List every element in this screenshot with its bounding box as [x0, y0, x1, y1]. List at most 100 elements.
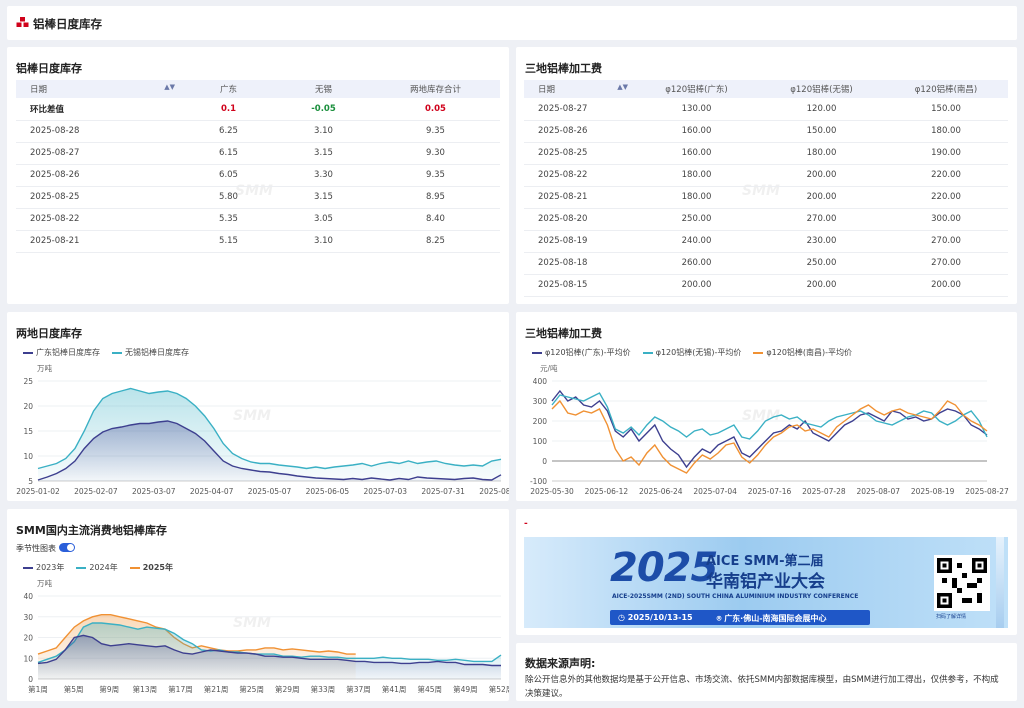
cell-date: 2025-08-27: [16, 142, 181, 165]
column-header-total[interactable]: 两地库存合计: [371, 80, 500, 98]
x-tick-label: 2025-05-07: [248, 487, 292, 496]
aluminum-logo-icon: [16, 17, 29, 27]
table-row: 2025-08-18 260.00 250.00 270.00: [524, 252, 1008, 275]
series-area: [38, 635, 501, 679]
seasonal-toggle-label: 季节性图表: [16, 544, 56, 553]
y-tick-label: 200: [533, 417, 548, 426]
column-header-date[interactable]: 日期 ▲▼: [16, 80, 181, 98]
x-tick-label: 2025-06-24: [639, 487, 683, 496]
cell-value: 260.00: [634, 252, 759, 275]
y-tick-label: 10: [23, 452, 33, 461]
banner-card-label: -: [524, 519, 528, 529]
legend-item[interactable]: 2025年: [129, 562, 173, 573]
x-tick-label: 第52周: [489, 684, 509, 694]
x-tick-label: 2025-07-03: [363, 487, 407, 496]
column-header-guangdong[interactable]: 广东: [181, 80, 276, 98]
y-tick-label: 10: [23, 654, 33, 663]
banner-line2: 华南铝产业大会: [706, 572, 825, 592]
sort-icon[interactable]: ▲▼: [164, 83, 175, 91]
conference-banner[interactable]: 2025 AICE SMM-第二届 华南铝产业大会 AICE-2025SMM (…: [524, 537, 1008, 628]
x-tick-label: 第9周: [99, 684, 119, 694]
x-tick-label: 第13周: [133, 684, 158, 694]
banner-date: ◷ 2025/10/13-15: [618, 613, 693, 622]
table-row: 2025-08-21 180.00 200.00 220.00: [524, 186, 1008, 209]
banner-info-bar: ◷ 2025/10/13-15 ⌾ 广东·佛山-南海国际会展中心: [610, 610, 870, 625]
qr-code-icon[interactable]: [934, 555, 990, 611]
cell-date: 2025-08-25: [16, 186, 181, 209]
diff-guangdong: 0.1: [181, 98, 276, 121]
y-tick-label: 20: [23, 634, 33, 643]
legend-item[interactable]: 2024年: [76, 562, 118, 573]
cell-value: 270.00: [884, 252, 1008, 275]
banner-line3: AICE-2025SMM (2ND) SOUTH CHINA ALUMINIUM…: [612, 593, 859, 600]
cell-value: 240.00: [634, 230, 759, 253]
x-tick-label: 2025-08-19: [911, 487, 955, 496]
table-row: 2025-08-25 160.00 180.00 190.00: [524, 142, 1008, 165]
cell-value: 270.00: [884, 230, 1008, 253]
table-row: 2025-08-15 200.00 200.00 200.00: [524, 274, 1008, 297]
cell-value: 200.00: [884, 274, 1008, 297]
diff-label: 环比差值: [16, 98, 181, 121]
x-tick-label: 2025-04-07: [190, 487, 234, 496]
page-title: 铝棒日度库存: [33, 17, 102, 31]
x-tick-label: 第41周: [382, 684, 407, 694]
table-row: 2025-08-22 5.35 3.05 8.40: [16, 208, 500, 231]
cell-value: 180.00: [884, 120, 1008, 143]
cell-date: 2025-08-22: [16, 208, 181, 231]
x-tick-label: 2025-05-30: [530, 487, 574, 496]
cell-value: 160.00: [634, 120, 759, 143]
clock-icon: ◷: [618, 613, 628, 622]
cell-value: 200.00: [759, 274, 884, 297]
qr-code-pattern: [937, 558, 987, 608]
cell-value: 270.00: [759, 208, 884, 231]
cell-date: 2025-08-26: [16, 164, 181, 187]
sort-icon[interactable]: ▲▼: [617, 83, 628, 91]
column-header-date[interactable]: 日期 ▲▼: [524, 80, 634, 98]
y-tick-label: 5: [28, 477, 33, 486]
inventory-table-title: 铝棒日度库存: [16, 62, 82, 75]
x-tick-label: 2025-07-16: [748, 487, 792, 496]
legend-item[interactable]: φ120铝棒(无锡)-平均价: [642, 347, 741, 358]
inventory-table: 日期 ▲▼ 广东 无锡 两地库存合计 环比差值 0.1 -0.05 0.05 20…: [16, 80, 500, 253]
cell-value: 150.00: [884, 98, 1008, 121]
cell-value: 120.00: [759, 98, 884, 121]
column-header-nanchang[interactable]: φ120铝棒(南昌): [884, 80, 1008, 98]
x-tick-label: 2025-08-27: [965, 487, 1009, 496]
cell-value: 220.00: [884, 186, 1008, 209]
diff-wuxi: -0.05: [276, 98, 371, 121]
cell-value: 220.00: [884, 164, 1008, 187]
banner-location: ⌾ 广东·佛山-南海国际会展中心: [716, 614, 827, 623]
cell-value: 6.15: [181, 142, 276, 165]
column-header-wuxi[interactable]: 无锡: [276, 80, 371, 98]
x-tick-label: 第21周: [204, 684, 229, 694]
cell-value: 8.25: [371, 230, 500, 253]
cell-date: 2025-08-26: [524, 120, 634, 143]
cell-date: 2025-08-28: [16, 120, 181, 143]
inventory-chart: 5 10 15 20 25 2025-01-02 2025-02-07 2025-03-07 2…: [16, 377, 509, 496]
fee-chart-card: 三地铝棒加工费 φ120铝棒(广东)-平均价 φ120铝棒(无锡)-平均价 φ1…: [516, 312, 1017, 501]
y-axis-unit: 万吨: [37, 579, 52, 588]
cell-value: 200.00: [634, 274, 759, 297]
table-row: 2025-08-21 5.15 3.10 8.25: [16, 230, 500, 253]
legend-item[interactable]: 广东铝棒日度库存: [23, 347, 100, 358]
column-header-wuxi[interactable]: φ120铝棒(无锡): [759, 80, 884, 98]
table-row: 2025-08-26 160.00 150.00 180.00: [524, 120, 1008, 143]
cell-value: 3.10: [276, 120, 371, 143]
legend-item[interactable]: 2023年: [23, 562, 64, 573]
y-axis-unit: 元/吨: [540, 364, 558, 373]
table-row: 2025-08-27 130.00 120.00 150.00: [524, 98, 1008, 121]
y-tick-label: 30: [23, 613, 33, 622]
legend-item[interactable]: 无锡铝棒日度库存: [112, 347, 189, 358]
column-header-guangdong[interactable]: φ120铝棒(广东): [634, 80, 759, 98]
legend-item[interactable]: φ120铝棒(南昌)-平均价: [753, 347, 852, 358]
location-pin-icon: ⌾: [716, 614, 725, 623]
x-tick-label: 第25周: [239, 684, 264, 694]
legend-item[interactable]: φ120铝棒(广东)-平均价: [532, 347, 631, 358]
disclaimer-card: 数据来源声明: 除公开信息外的其他数据均是基于公开信息、市场交流、依托SMM内部…: [516, 643, 1017, 701]
fee-table-title: 三地铝棒加工费: [525, 62, 602, 75]
seasonal-toggle[interactable]: [59, 543, 75, 552]
disclaimer-title: 数据来源声明:: [525, 657, 596, 670]
cell-date: 2025-08-21: [16, 230, 181, 253]
cell-value: 6.25: [181, 120, 276, 143]
y-tick-label: 20: [23, 402, 33, 411]
